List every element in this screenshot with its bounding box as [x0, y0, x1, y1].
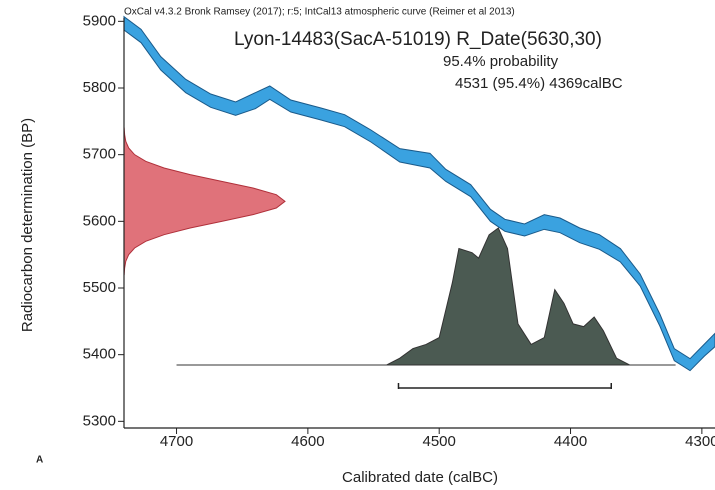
header: OxCal v4.3.2 Bronk Ramsey (2017); r:5; I… — [124, 7, 515, 18]
calibrated-distribution — [176, 227, 676, 366]
date-distribution — [123, 127, 286, 276]
y-tick-label: 5900 — [83, 12, 116, 29]
y-tick-label: 5600 — [83, 212, 116, 229]
x-tick-label: 4400 — [554, 433, 587, 450]
x-tick-label: 4600 — [291, 433, 324, 450]
chart-title: Lyon-14483(SacA-51019) R_Date(5630,30) — [234, 29, 602, 50]
y-tick-label: 5800 — [83, 79, 116, 96]
x-tick-label: 4700 — [160, 433, 193, 450]
x-axis-label: Calibrated date (calBC) — [342, 469, 498, 486]
y-tick-label: 5500 — [83, 279, 116, 296]
panel-label: A — [36, 455, 43, 466]
y-axis-label: Radiocarbon determination (BP) — [19, 118, 36, 332]
probability-label: 95.4% probability — [443, 53, 559, 70]
range-label: 4531 (95.4%) 4369calBC — [455, 75, 623, 92]
y-tick-label: 5300 — [83, 412, 116, 429]
y-tick-label: 5400 — [83, 346, 116, 363]
x-tick-label: 4300 — [685, 433, 715, 450]
y-tick-label: 5700 — [83, 146, 116, 163]
calibration-curve — [123, 15, 715, 372]
x-tick-label: 4500 — [423, 433, 456, 450]
